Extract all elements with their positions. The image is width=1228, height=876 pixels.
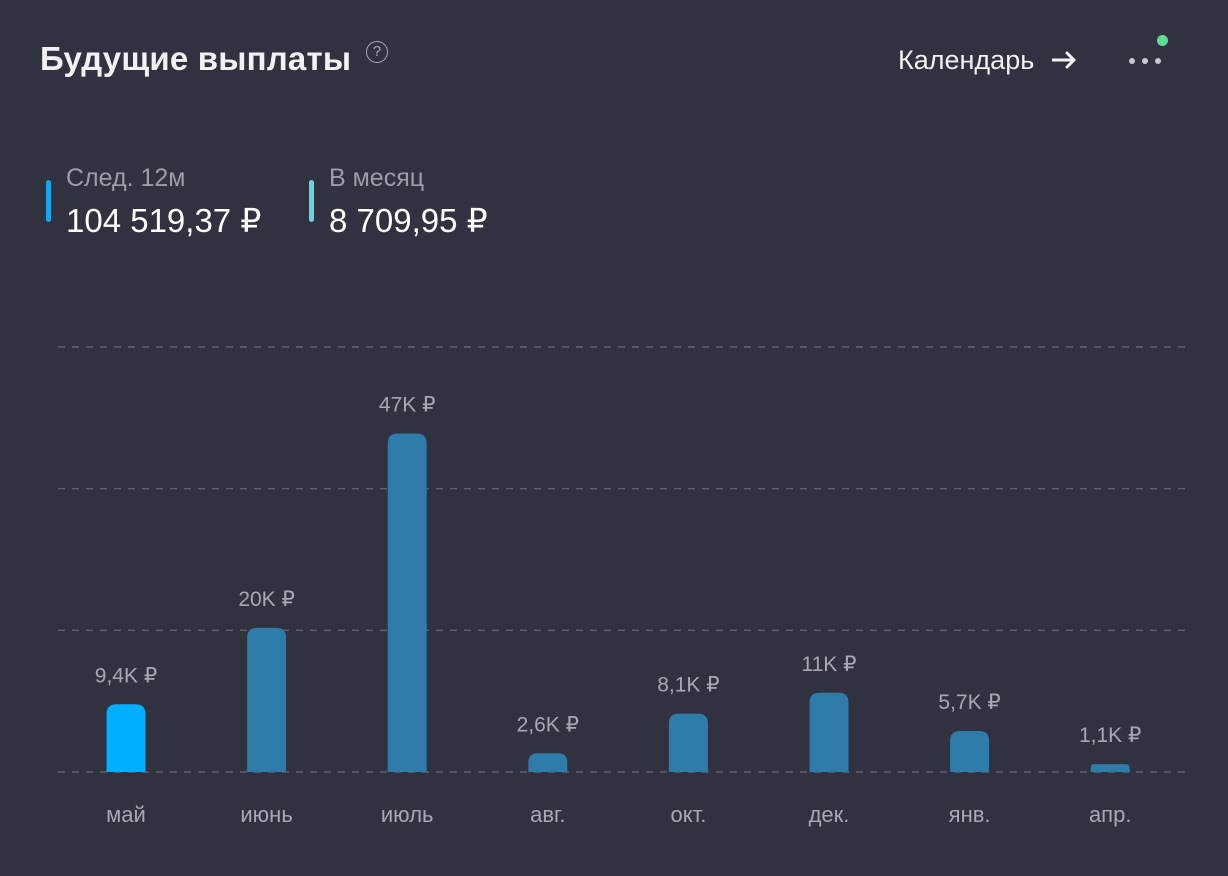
bar-6[interactable]	[809, 692, 849, 772]
more-button[interactable]	[1124, 35, 1170, 78]
bar-3[interactable]	[387, 433, 427, 772]
payments-bar-chart: 9,4K ₽ май 20K ₽ июнь 47K ₽ июль 2,6K ₽ авг. 8,1…	[58, 346, 1185, 827]
payments-chart: 9,4K ₽ май 20K ₽ июнь 47K ₽ июль 2,6K ₽ авг. 8,1…	[0, 300, 1228, 860]
more-dots-icon	[1129, 58, 1161, 64]
x-axis-label: июль	[381, 802, 434, 827]
bar-value-label: 2,6K ₽	[517, 713, 579, 736]
bar-value-label: 20K ₽	[238, 588, 295, 611]
arrow-right-icon	[1052, 51, 1076, 69]
x-axis-label: окт.	[670, 802, 706, 827]
x-axis-label: июнь	[240, 802, 292, 827]
x-axis-label: апр.	[1089, 802, 1132, 827]
notification-dot	[1157, 35, 1168, 46]
bar-value-label: 47K ₽	[379, 393, 436, 416]
widget-header: Будущие выплаты ? Календарь	[0, 0, 1228, 120]
question-circle-icon[interactable]: ?	[366, 41, 388, 63]
bar-7[interactable]	[950, 730, 990, 772]
summary-next-12m-label: След. 12м	[66, 164, 186, 192]
calendar-link-label: Календарь	[898, 44, 1035, 75]
summary-per-month-value: 8 709,95 ₽	[329, 202, 488, 239]
summary-next-12m-marker	[46, 180, 51, 222]
bar-2[interactable]	[247, 627, 287, 772]
bar-value-label: 1,1K ₽	[1079, 724, 1141, 747]
summary-next-12m-value: 104 519,37 ₽	[66, 202, 262, 239]
summary-next-12m: След. 12м 104 519,37 ₽	[46, 164, 276, 244]
page-title: Будущие выплаты	[40, 40, 352, 77]
summary-per-month-label: В месяц	[329, 164, 425, 192]
bar-value-label: 8,1K ₽	[657, 674, 719, 697]
bar-8[interactable]	[1090, 764, 1130, 772]
calendar-link[interactable]: Календарь	[898, 43, 1077, 77]
bar-4[interactable]	[528, 753, 568, 772]
x-axis-label: авг.	[530, 802, 565, 827]
x-axis-label: май	[106, 802, 146, 827]
summary-per-month-marker	[309, 180, 314, 222]
summary-per-month: В месяц 8 709,95 ₽	[309, 164, 519, 244]
bar-5[interactable]	[668, 713, 708, 772]
x-axis-label: дек.	[809, 802, 850, 827]
bar-value-label: 11K ₽	[801, 653, 856, 676]
bar-value-label: 5,7K ₽	[938, 691, 1000, 714]
x-axis-label: янв.	[949, 802, 991, 827]
bar-value-label: 9,4K ₽	[95, 664, 157, 687]
bar-1[interactable]	[106, 704, 146, 772]
